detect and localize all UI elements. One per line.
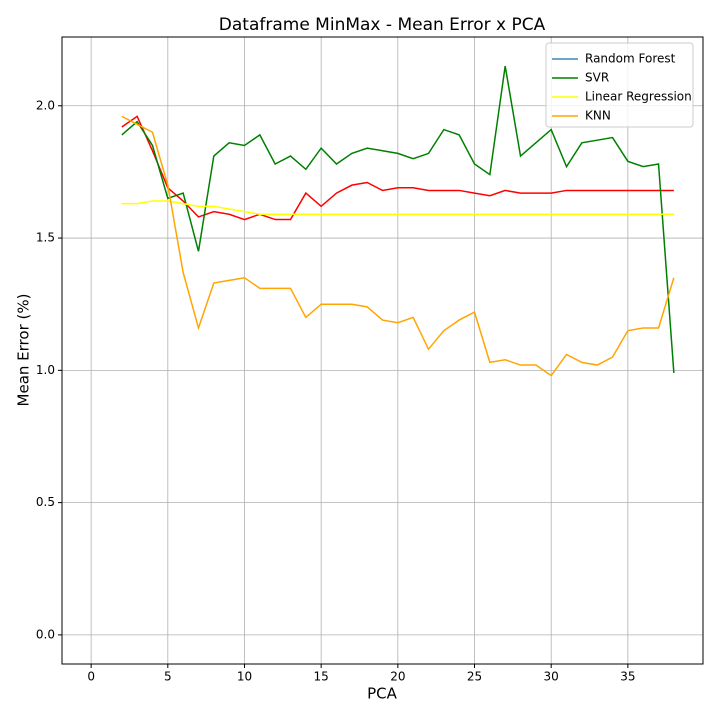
x-tick-label: 20 bbox=[390, 670, 405, 684]
x-tick-label: 25 bbox=[467, 670, 482, 684]
x-tick-label: 30 bbox=[544, 670, 559, 684]
x-tick-label: 15 bbox=[314, 670, 329, 684]
series-line bbox=[121, 200, 674, 216]
x-tick-label: 10 bbox=[237, 670, 252, 684]
series-line bbox=[121, 115, 674, 221]
series-line bbox=[121, 115, 675, 377]
x-tick-label: 5 bbox=[164, 670, 172, 684]
y-tick-label: 2.0 bbox=[36, 98, 55, 112]
chart-title: Dataframe MinMax - Mean Error x PCA bbox=[219, 15, 546, 35]
x-tick-label: 35 bbox=[620, 670, 635, 684]
legend-label: SVR bbox=[585, 71, 609, 85]
legend-label: Linear Regression bbox=[585, 90, 692, 104]
y-tick-label: 1.5 bbox=[36, 231, 55, 245]
x-axis-label: PCA bbox=[367, 685, 398, 703]
y-tick-label: 0.5 bbox=[36, 495, 55, 509]
y-tick-label: 1.0 bbox=[36, 363, 55, 377]
y-axis-label: Mean Error (%) bbox=[15, 294, 33, 407]
legend-box bbox=[545, 42, 694, 128]
series-line bbox=[121, 65, 675, 374]
x-tick-label: 0 bbox=[87, 670, 95, 684]
legend-label: KNN bbox=[585, 109, 611, 123]
legend-label: Random Forest bbox=[585, 52, 676, 66]
y-tick-label: 0.0 bbox=[36, 627, 55, 641]
plot-frame bbox=[61, 36, 704, 665]
